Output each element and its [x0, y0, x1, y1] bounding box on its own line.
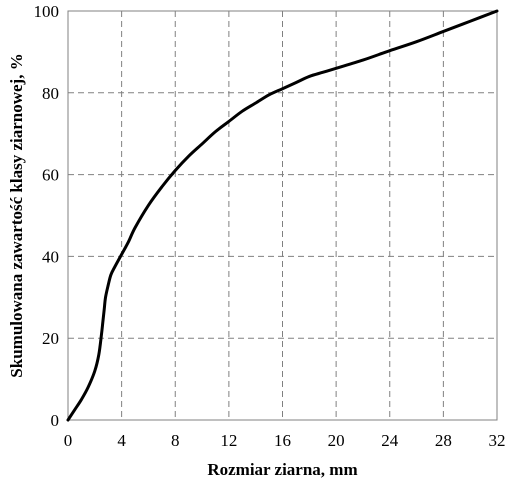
y-axis-label: Skumulowana zawartość klasy ziarnowej, % — [7, 53, 26, 377]
x-tick-labels: 0 4 8 12 16 20 24 28 32 — [64, 431, 506, 450]
x-tick-label: 24 — [381, 431, 399, 450]
x-tick-label: 8 — [171, 431, 180, 450]
y-tick-label: 20 — [42, 329, 59, 348]
x-tick-label: 16 — [274, 431, 291, 450]
x-axis-label: Rozmiar ziarna, mm — [207, 460, 357, 479]
y-tick-label: 40 — [42, 247, 59, 266]
gridlines — [68, 11, 497, 420]
x-tick-label: 28 — [435, 431, 452, 450]
x-tick-label: 32 — [489, 431, 506, 450]
y-tick-label: 100 — [34, 2, 60, 21]
x-tick-label: 20 — [328, 431, 345, 450]
cumulative-curve — [66, 9, 499, 422]
x-tick-label: 0 — [64, 431, 73, 450]
y-tick-label: 80 — [42, 84, 59, 103]
y-tick-labels: 0 20 40 60 80 100 — [34, 2, 60, 430]
y-tick-label: 60 — [42, 166, 59, 185]
plot-frame — [67, 10, 498, 421]
y-tick-label: 0 — [51, 411, 60, 430]
x-tick-label: 4 — [117, 431, 126, 450]
x-tick-label: 12 — [220, 431, 237, 450]
